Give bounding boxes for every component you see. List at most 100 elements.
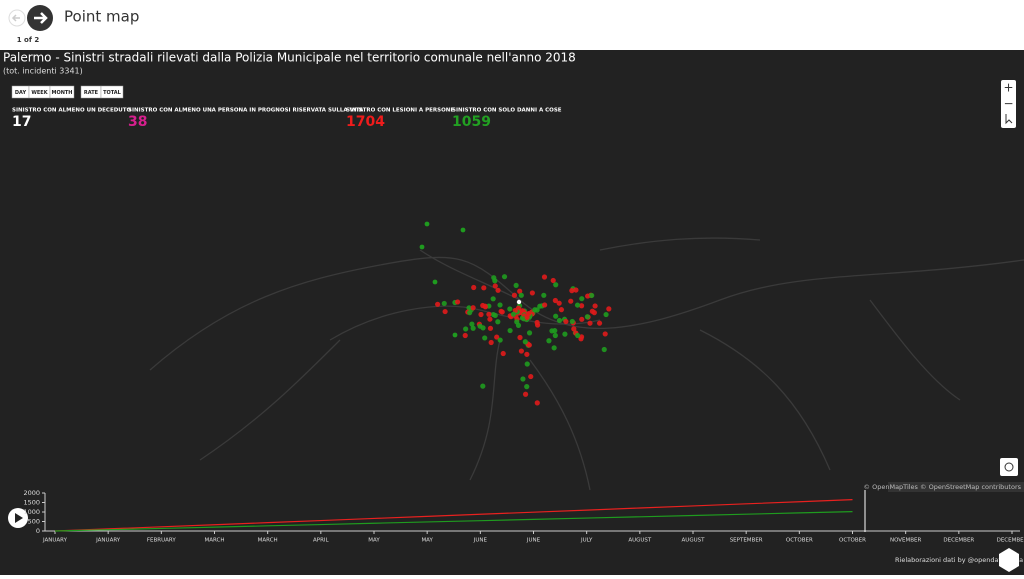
incident-point (603, 311, 609, 318)
incident-point (602, 331, 608, 337)
incident-point (558, 307, 565, 313)
x-tick-label: AUGUST (682, 538, 706, 544)
incident-point (507, 306, 513, 312)
x-tick-label: JANUARY (42, 538, 68, 544)
attribution-box (888, 482, 1024, 492)
incident-point (574, 302, 581, 308)
incident-point (529, 290, 535, 296)
compass[interactable] (1005, 114, 1013, 125)
incident-point (550, 277, 556, 284)
x-tick-label: OCTOBER (839, 538, 866, 544)
incident-point (491, 275, 497, 281)
stat-label: SINISTRO CON ALMENO UNA PERSONA IN PROGN… (128, 108, 364, 114)
incident-point (466, 305, 472, 311)
incident-point (497, 337, 503, 343)
x-tick-label: MARCH (204, 538, 224, 544)
incident-point (441, 300, 447, 307)
incident-point (469, 321, 475, 327)
y-tick-label: 0 (36, 527, 40, 535)
incident-point (585, 293, 591, 299)
incident-point (569, 318, 575, 325)
incident-point (563, 318, 569, 325)
incident-points (419, 221, 612, 406)
incident-point (455, 299, 461, 305)
incident-point (584, 314, 590, 320)
incident-point (500, 350, 506, 357)
x-tick-label: JULY (580, 538, 593, 544)
incident-point (495, 287, 501, 293)
toggle-label: TOTAL (103, 90, 122, 96)
incident-point (497, 302, 503, 308)
zoom-in[interactable]: + (1003, 81, 1013, 95)
incident-point (524, 351, 530, 357)
incident-point (578, 336, 584, 342)
incident-point (470, 305, 476, 311)
y-tick-label: 1500 (23, 499, 40, 507)
incident-point (587, 320, 593, 326)
incident-point (522, 339, 528, 345)
series-line (54, 499, 853, 532)
toggle-label: DAY (15, 90, 27, 96)
toggle-button[interactable] (100, 85, 124, 99)
x-tick-label: AUGUST (628, 538, 652, 544)
incident-point (537, 303, 543, 309)
incident-point (552, 297, 558, 304)
x-tick-label: NOVEMBER (890, 538, 922, 544)
incident-point (492, 312, 498, 319)
toggle-label: RATE (84, 90, 99, 96)
incident-point (556, 317, 563, 324)
header-bar (0, 0, 1024, 50)
incident-point (494, 334, 500, 340)
x-tick-label: MAY (368, 538, 380, 544)
incident-point (589, 292, 595, 299)
incident-point (553, 313, 559, 319)
incident-point (507, 327, 513, 334)
x-tick-label: JUNE (473, 538, 488, 544)
incident-point (579, 303, 585, 309)
incident-point (452, 332, 458, 338)
x-tick-label: OCTOBER (786, 538, 813, 544)
play-icon (15, 513, 23, 523)
x-tick-label: MARCH (258, 538, 278, 544)
incident-point (562, 331, 568, 337)
y-tick-label: 500 (28, 518, 40, 526)
incident-point (419, 244, 425, 250)
incident-point (460, 227, 466, 233)
incident-point (510, 311, 517, 317)
pager: 1 of 2 (17, 36, 40, 44)
incident-point (518, 292, 524, 298)
incident-point (478, 311, 484, 318)
incident-point (487, 316, 493, 322)
incident-point (556, 300, 562, 306)
zoom-out[interactable]: − (1003, 97, 1013, 111)
incident-point (467, 310, 473, 316)
x-tick-label: JANUARY (95, 538, 121, 544)
toggle-button[interactable] (49, 85, 75, 99)
incident-point (495, 319, 501, 325)
incident-point (522, 391, 529, 397)
credit: Rielaborazioni dati by @opendatasicilia (895, 556, 1023, 564)
incident-point (481, 285, 487, 291)
stat-value: 1059 (452, 114, 491, 130)
incident-point (511, 292, 518, 298)
incident-point (517, 288, 523, 294)
toggle-label: MONTH (51, 90, 72, 96)
incident-point (589, 308, 595, 314)
locate-button[interactable] (1000, 458, 1018, 476)
x-tick-label: MAY (421, 538, 433, 544)
incident-point (514, 319, 520, 325)
incident-point (534, 400, 540, 406)
x-tick-label: DECEMBER (943, 538, 974, 544)
incident-point (573, 287, 579, 293)
attribution: © OpenMapTiles © OpenStreetMap contribut… (864, 483, 1022, 491)
incident-point (541, 292, 547, 298)
stat-label: SINISTRO CON LESIONI A PERSONE (346, 108, 454, 114)
incident-point (532, 307, 538, 313)
incident-point (518, 348, 524, 354)
incident-point (571, 326, 577, 332)
y-tick-label: 2000 (23, 489, 40, 497)
stat-label: SINISTRO CON SOLO DANNI A COSE (452, 108, 562, 114)
incident-point (575, 332, 581, 339)
incident-point (579, 296, 585, 302)
incident-point (517, 334, 523, 341)
